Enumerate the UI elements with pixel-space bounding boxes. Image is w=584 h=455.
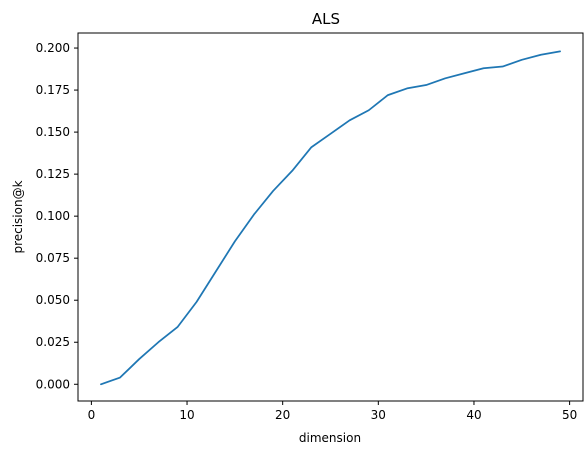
- y-tick-label: 0.050: [36, 293, 70, 307]
- x-tick-label: 50: [562, 408, 577, 422]
- y-tick-label: 0.125: [36, 167, 70, 181]
- plot-frame: [77, 32, 584, 402]
- x-tick-label: 0: [88, 408, 96, 422]
- x-tick-label: 10: [179, 408, 194, 422]
- y-tick-label: 0.075: [36, 251, 70, 265]
- y-tick-label: 0.000: [36, 377, 70, 391]
- y-tick-label: 0.175: [36, 83, 70, 97]
- y-tick-label: 0.200: [36, 41, 70, 55]
- y-axis-ticks: 0.000 0.025 0.050 0.075 0.100 0.125 0.150 0.175…: [36, 41, 78, 391]
- x-tick-label: 40: [466, 408, 481, 422]
- x-axis-label: dimension: [299, 431, 361, 445]
- chart-title: ALS: [312, 10, 340, 28]
- y-tick-label: 0.025: [36, 335, 70, 349]
- x-tick-label: 30: [371, 408, 386, 422]
- x-tick-label: 20: [275, 408, 290, 422]
- y-tick-label: 0.150: [36, 125, 70, 139]
- x-axis-ticks: 0 10 20 30 40 50: [88, 401, 577, 422]
- y-axis-label: precision@k: [11, 180, 25, 253]
- series-line: [100, 50, 561, 386]
- y-tick-label: 0.100: [36, 209, 70, 223]
